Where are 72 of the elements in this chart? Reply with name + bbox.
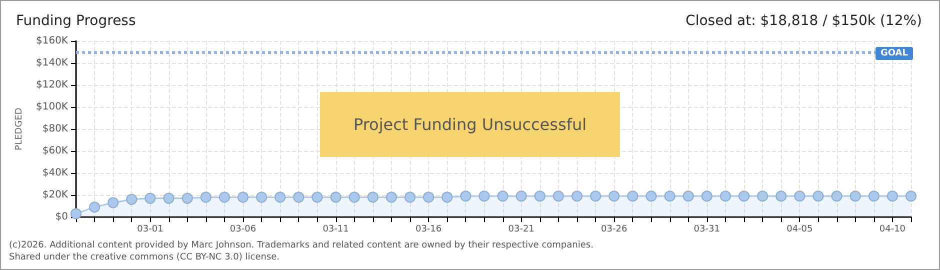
y-axis-title: PLEDGED (14, 108, 24, 150)
point (776, 190, 787, 202)
point (144, 192, 156, 204)
point (552, 190, 564, 202)
x-tick-label: 04-10 (879, 224, 906, 234)
point (608, 190, 620, 202)
point (850, 190, 861, 202)
point (682, 190, 694, 202)
point (812, 190, 824, 202)
x-tick-label: 03-21 (508, 224, 534, 234)
point (126, 194, 138, 205)
point (274, 192, 286, 203)
point (757, 190, 768, 202)
point (516, 190, 527, 202)
point (293, 192, 304, 203)
x-tick-label: 03-16 (415, 224, 442, 234)
y-tick-label: $40K (42, 168, 68, 178)
point (590, 190, 602, 202)
point (868, 190, 880, 202)
x-tick-label: 03-11 (322, 224, 349, 234)
point (534, 190, 546, 202)
point (367, 192, 378, 203)
ref-line-label: GOAL (880, 48, 908, 58)
point (831, 190, 842, 202)
point (460, 190, 472, 202)
banner-box: Project Funding Unsuccessful (320, 92, 620, 157)
point (70, 208, 82, 220)
y-tick-label: $120K (36, 80, 68, 90)
point (423, 192, 434, 203)
x-tick-label: 04-05 (786, 224, 813, 234)
chart-subtitle: Closed at: $18,818 / $150k (12%) (686, 13, 922, 29)
x-tick-label: 03-26 (601, 224, 628, 234)
point (646, 190, 657, 202)
x-tick-label: 03-06 (230, 224, 256, 234)
point (348, 192, 360, 203)
y-tick-label: $100K (36, 102, 68, 112)
point (664, 190, 676, 202)
point (89, 202, 100, 213)
text: Shared under the creative commons (CC BY-NC 3.0) license. (9, 252, 280, 262)
point (738, 190, 750, 202)
point (572, 190, 582, 202)
point (442, 192, 453, 203)
point (386, 192, 397, 203)
point (627, 190, 638, 202)
point (163, 192, 174, 204)
point (312, 192, 323, 203)
x-tick-label: 03-01 (137, 224, 164, 234)
point (701, 190, 712, 202)
point (404, 192, 416, 203)
chart-title: Funding Progress (16, 13, 136, 29)
y-tick-label: $140K (36, 58, 68, 68)
y-tick-label: $80K (42, 124, 68, 134)
point (330, 192, 342, 203)
point (256, 192, 268, 203)
point (906, 190, 916, 202)
point (218, 192, 230, 203)
x-tick-label: 03-31 (694, 224, 720, 234)
point (794, 190, 806, 202)
y-tick-label: $60K (42, 146, 68, 156)
point (497, 190, 508, 202)
point (108, 197, 119, 208)
point (886, 190, 898, 202)
point (720, 190, 731, 202)
point (478, 190, 490, 202)
point (200, 192, 212, 203)
point (238, 192, 248, 203)
y-tick-label: $20K (42, 190, 68, 200)
y-tick-label: $160K (36, 36, 68, 46)
text: (c)2026. Additional content provided by Marc Johnson. Trademarks and related content are owned by their respective companies. (9, 240, 594, 250)
y-tick-label: $0 (55, 212, 68, 222)
annotation: Project Funding Unsuccessful (353, 115, 587, 134)
point (182, 192, 193, 204)
